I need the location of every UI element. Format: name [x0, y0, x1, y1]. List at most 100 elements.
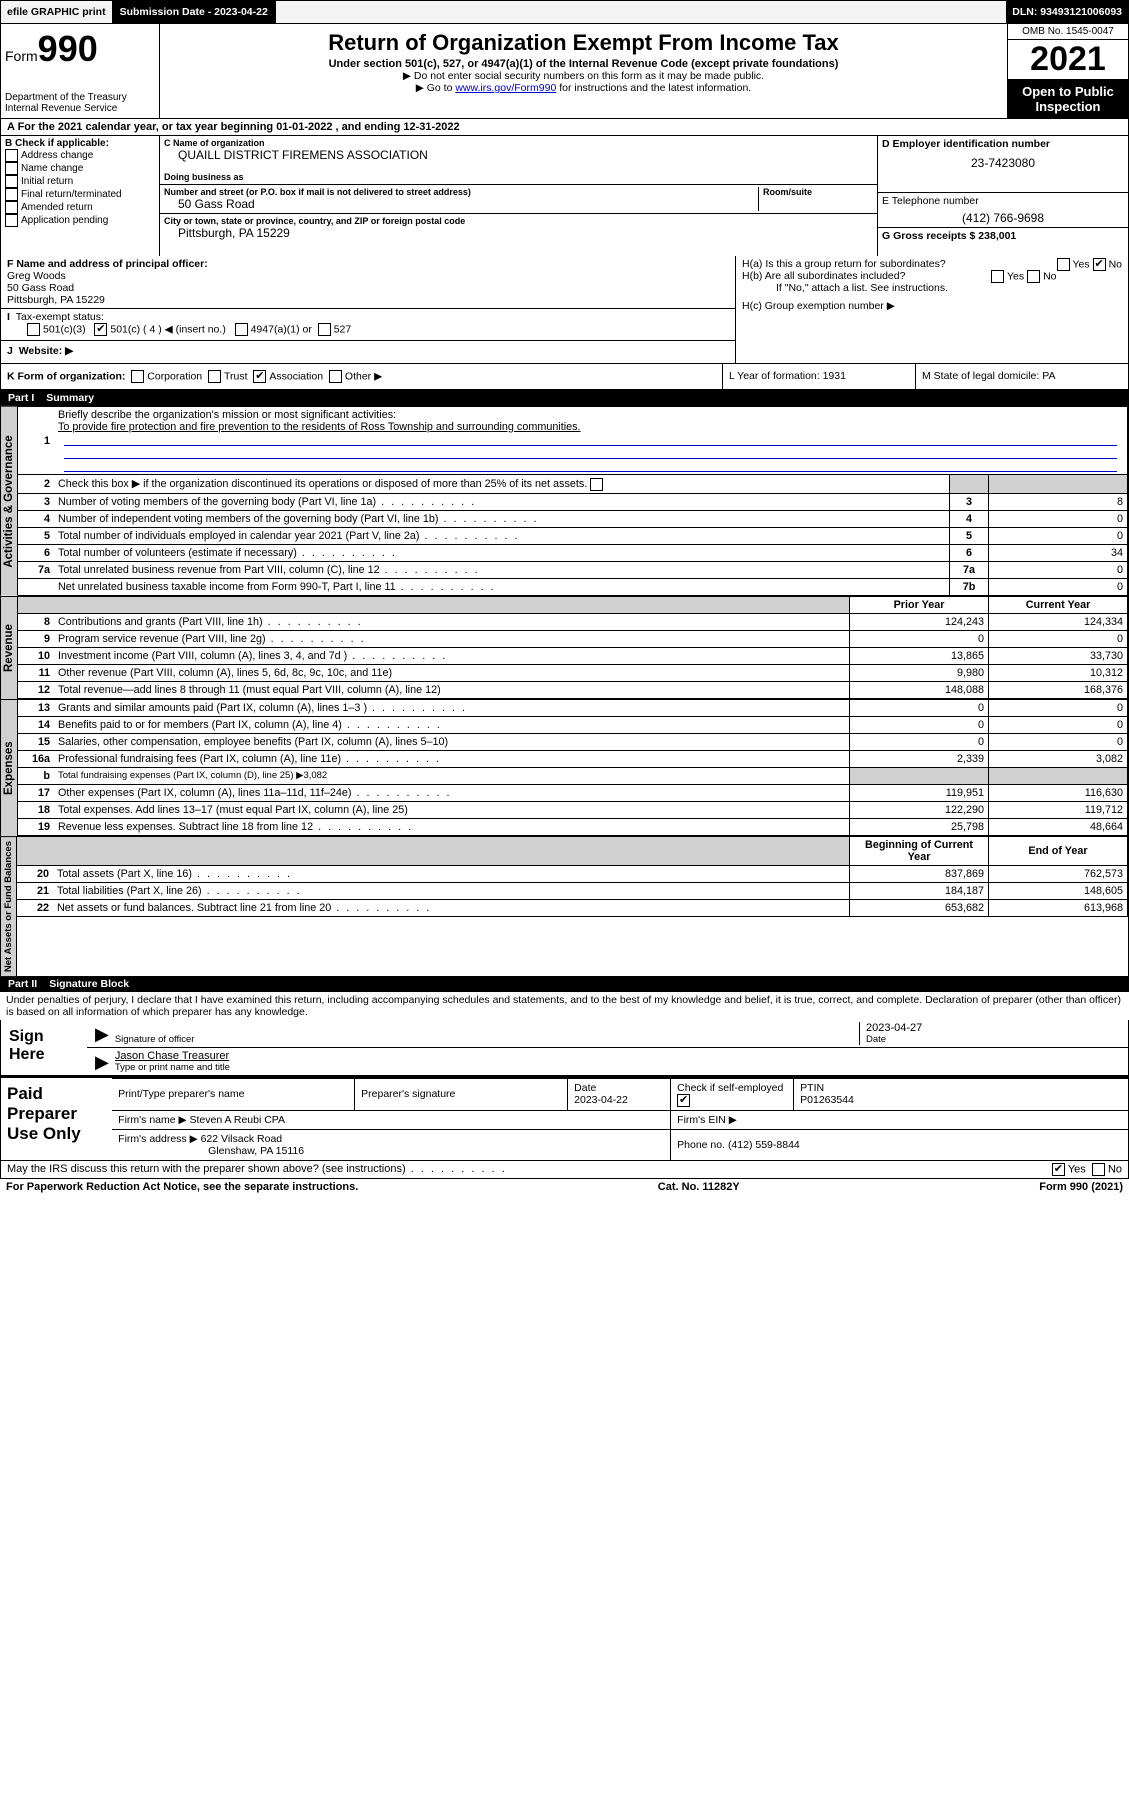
l2-checkbox-icon[interactable]	[590, 478, 603, 491]
form-title: Return of Organization Exempt From Incom…	[164, 30, 1003, 56]
line11: Other revenue (Part VIII, column (A), li…	[54, 664, 850, 681]
cb-other-icon[interactable]	[329, 370, 342, 383]
col-d-ein: D Employer identification number 23-7423…	[878, 136, 1128, 256]
firm-addr-lbl: Firm's address ▶	[118, 1133, 198, 1145]
info-block: B Check if applicable: Address change Na…	[0, 136, 1129, 256]
paid-preparer-block: Paid Preparer Use Only Print/Type prepar…	[0, 1076, 1129, 1161]
ssn-note: ▶ Do not enter social security numbers o…	[164, 70, 1003, 82]
p13: 0	[850, 699, 989, 716]
p11: 9,980	[850, 664, 989, 681]
city-box: City or town, state or province, country…	[160, 214, 877, 242]
v4: 0	[989, 510, 1128, 527]
line14: Benefits paid to or for members (Part IX…	[54, 716, 850, 733]
cb-amended[interactable]: Amended return	[5, 201, 155, 214]
cb-amended-label: Amended return	[21, 202, 93, 213]
address-box: Number and street (or P.O. box if mail i…	[160, 185, 877, 214]
omb-number: OMB No. 1545-0047	[1008, 24, 1128, 40]
firm-name-row: Firm's name ▶ Steven A Reubi CPA	[112, 1110, 671, 1129]
rule1	[64, 433, 1117, 446]
firm-addr1: 622 Vilsack Road	[201, 1133, 283, 1145]
cb-final[interactable]: Final return/terminated	[5, 188, 155, 201]
line6: Total number of volunteers (estimate if …	[54, 544, 950, 561]
ha-yes: Yes	[1073, 258, 1090, 270]
cb-corp-icon[interactable]	[131, 370, 144, 383]
p10: 13,865	[850, 647, 989, 664]
sig-officer-label: Signature of officer	[115, 1034, 859, 1045]
ptin-lbl: PTIN	[800, 1082, 824, 1094]
cb-501c-icon[interactable]	[94, 323, 107, 336]
self-emp-text: Check if self-employed	[677, 1082, 783, 1094]
v6: 34	[989, 544, 1128, 561]
discuss-yes-icon[interactable]	[1052, 1163, 1065, 1176]
l1-label: Briefly describe the organization's miss…	[58, 409, 396, 421]
part1-header: Part I Summary	[0, 390, 1129, 406]
website-label: Website: ▶	[19, 345, 74, 357]
rule3	[64, 459, 1117, 472]
dba-label: Doing business as	[164, 172, 873, 182]
form-header: Form990 Department of the Treasury Inter…	[0, 24, 1129, 119]
cb-4947-icon[interactable]	[235, 323, 248, 336]
hb-no: No	[1043, 270, 1056, 282]
officer-name-title: Jason Chase Treasurer Type or print name…	[115, 1050, 1126, 1073]
part2-number: Part II	[8, 978, 37, 990]
p19: 25,798	[850, 818, 989, 835]
discuss-no-icon[interactable]	[1092, 1163, 1105, 1176]
line10: Investment income (Part VIII, column (A)…	[54, 647, 850, 664]
net-assets-table: Beginning of Current YearEnd of Year 20T…	[17, 836, 1128, 917]
ha-label: H(a) Is this a group return for subordin…	[742, 258, 946, 270]
c13: 0	[989, 699, 1128, 716]
lbl-other: Other ▶	[345, 370, 382, 382]
firm-ein-cell: Firm's EIN ▶	[671, 1110, 1128, 1129]
v3: 8	[989, 493, 1128, 510]
header-mid: Return of Organization Exempt From Incom…	[160, 24, 1008, 118]
line15: Salaries, other compensation, employee b…	[54, 733, 850, 750]
cb-initial-label: Initial return	[21, 176, 73, 187]
revenue-table: Prior YearCurrent Year 8Contributions an…	[18, 596, 1128, 699]
sig-officer-line: ▶ Signature of officer 2023-04-27 Date	[87, 1020, 1128, 1048]
cb-assoc-icon[interactable]	[253, 370, 266, 383]
firm-addr-row: Firm's address ▶ 622 Vilsack Road Glensh…	[112, 1129, 671, 1160]
c14: 0	[989, 716, 1128, 733]
telephone-value: (412) 766-9698	[882, 211, 1124, 225]
row-k-l-m: K Form of organization: Corporation Trus…	[0, 364, 1129, 390]
ha-yes-icon[interactable]	[1057, 258, 1070, 271]
part2-header: Part II Signature Block	[0, 976, 1129, 992]
city-label: City or town, state or province, country…	[164, 216, 873, 226]
dept-treasury: Department of the Treasury	[5, 92, 155, 103]
org-name-box: C Name of organization QUAILL DISTRICT F…	[160, 136, 877, 185]
ha-no-icon[interactable]	[1093, 258, 1106, 271]
form-990-number: 990	[38, 28, 98, 69]
v7a: 0	[989, 561, 1128, 578]
cb-pending[interactable]: Application pending	[5, 214, 155, 227]
prep-name-label: Print/Type preparer's name	[112, 1078, 355, 1110]
year-formation: L Year of formation: 1931	[723, 364, 916, 389]
cb-initial[interactable]: Initial return	[5, 175, 155, 188]
prep-date-val: 2023-04-22	[574, 1094, 628, 1106]
v7b: 0	[989, 578, 1128, 595]
cb-trust-icon[interactable]	[208, 370, 221, 383]
cb-name[interactable]: Name change	[5, 162, 155, 175]
revenue-section: Revenue Prior YearCurrent Year 8Contribu…	[0, 596, 1129, 699]
hb-row: H(b) Are all subordinates included? Yes …	[742, 270, 1122, 282]
ha-row: H(a) Is this a group return for subordin…	[742, 258, 1122, 270]
sig-date-value: 2023-04-27	[866, 1022, 1126, 1034]
cb-501c3-icon[interactable]	[27, 323, 40, 336]
lbl-501c3: 501(c)(3)	[43, 323, 86, 335]
cb-527-icon[interactable]	[318, 323, 331, 336]
perjury-declaration: Under penalties of perjury, I declare th…	[0, 992, 1129, 1020]
hb-yes-icon[interactable]	[991, 270, 1004, 283]
self-emp-checkbox-icon[interactable]	[677, 1094, 690, 1107]
line12: Total revenue—add lines 8 through 11 (mu…	[54, 681, 850, 698]
caret-icon: ▶	[89, 1024, 115, 1045]
hb-no-icon[interactable]	[1027, 270, 1040, 283]
line7b: Net unrelated business taxable income fr…	[54, 578, 950, 595]
cb-address[interactable]: Address change	[5, 149, 155, 162]
line3: Number of voting members of the governin…	[54, 493, 950, 510]
sig-date-label: Date	[866, 1034, 886, 1045]
p14: 0	[850, 716, 989, 733]
type-print-label: Type or print name and title	[115, 1062, 230, 1073]
irs-label: Internal Revenue Service	[5, 103, 155, 114]
irs-link[interactable]: www.irs.gov/Form990	[455, 82, 556, 94]
lbl-corp: Corporation	[147, 370, 202, 382]
efile-print-label[interactable]: efile GRAPHIC print	[1, 1, 114, 23]
